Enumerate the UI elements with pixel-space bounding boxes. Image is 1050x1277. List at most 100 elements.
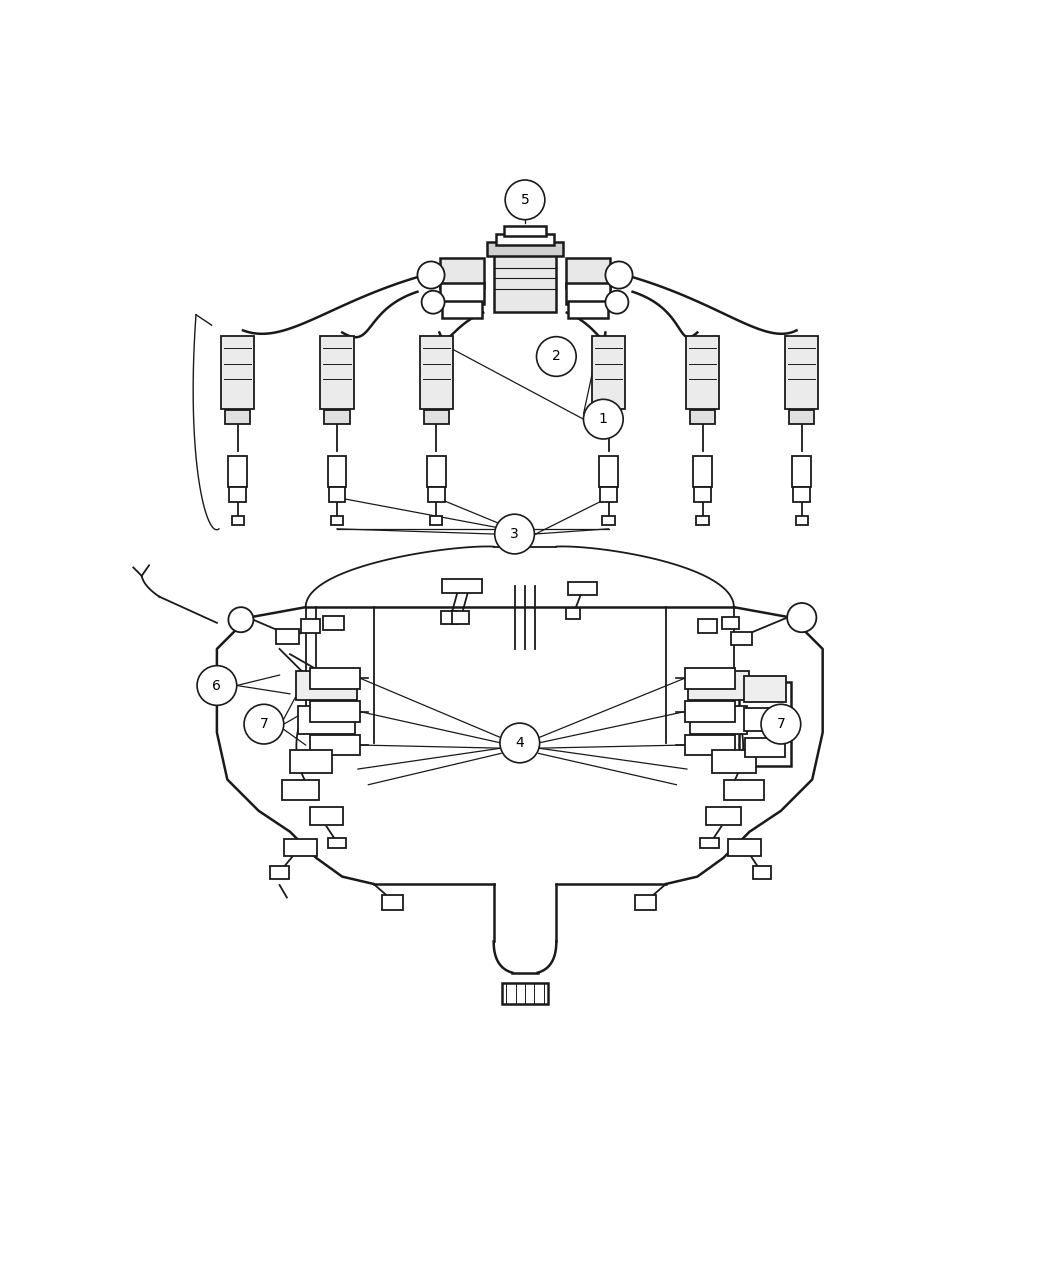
FancyBboxPatch shape <box>301 619 320 633</box>
FancyBboxPatch shape <box>452 612 468 624</box>
Circle shape <box>505 180 545 220</box>
FancyBboxPatch shape <box>494 254 556 312</box>
FancyBboxPatch shape <box>442 301 482 318</box>
FancyBboxPatch shape <box>441 612 458 624</box>
FancyBboxPatch shape <box>440 283 484 304</box>
FancyBboxPatch shape <box>728 839 761 856</box>
Text: 1: 1 <box>598 412 608 427</box>
Circle shape <box>788 603 817 632</box>
FancyBboxPatch shape <box>290 751 332 774</box>
FancyBboxPatch shape <box>739 682 792 766</box>
Circle shape <box>197 665 236 705</box>
FancyBboxPatch shape <box>790 410 815 424</box>
FancyBboxPatch shape <box>706 807 741 825</box>
FancyBboxPatch shape <box>427 487 444 502</box>
FancyBboxPatch shape <box>694 487 711 502</box>
FancyBboxPatch shape <box>331 516 343 525</box>
FancyBboxPatch shape <box>712 751 756 774</box>
FancyBboxPatch shape <box>310 734 360 756</box>
FancyBboxPatch shape <box>603 516 615 525</box>
Circle shape <box>761 705 801 744</box>
Circle shape <box>244 705 284 744</box>
FancyBboxPatch shape <box>690 706 747 733</box>
FancyBboxPatch shape <box>722 617 739 630</box>
FancyBboxPatch shape <box>324 410 350 424</box>
Text: 2: 2 <box>552 350 561 364</box>
FancyBboxPatch shape <box>420 336 453 409</box>
Text: 7: 7 <box>259 718 268 732</box>
FancyBboxPatch shape <box>566 283 610 304</box>
FancyBboxPatch shape <box>796 516 808 525</box>
FancyBboxPatch shape <box>502 983 548 1004</box>
FancyBboxPatch shape <box>424 410 448 424</box>
FancyBboxPatch shape <box>785 336 819 409</box>
FancyBboxPatch shape <box>382 895 403 911</box>
FancyBboxPatch shape <box>284 839 317 856</box>
FancyBboxPatch shape <box>690 410 715 424</box>
FancyBboxPatch shape <box>229 487 246 502</box>
Circle shape <box>495 515 534 554</box>
Circle shape <box>584 400 624 439</box>
FancyBboxPatch shape <box>793 456 812 487</box>
FancyBboxPatch shape <box>744 709 786 732</box>
FancyBboxPatch shape <box>310 807 343 825</box>
Circle shape <box>229 607 253 632</box>
FancyBboxPatch shape <box>487 241 563 257</box>
FancyBboxPatch shape <box>320 336 354 409</box>
FancyBboxPatch shape <box>698 619 717 633</box>
FancyBboxPatch shape <box>596 410 622 424</box>
FancyBboxPatch shape <box>568 301 608 318</box>
FancyBboxPatch shape <box>601 487 617 502</box>
Circle shape <box>418 262 444 289</box>
FancyBboxPatch shape <box>696 516 709 525</box>
Text: 4: 4 <box>516 736 524 750</box>
FancyBboxPatch shape <box>634 895 655 911</box>
FancyBboxPatch shape <box>281 779 319 801</box>
FancyBboxPatch shape <box>226 410 250 424</box>
Circle shape <box>606 262 632 289</box>
FancyBboxPatch shape <box>440 258 484 287</box>
Text: 7: 7 <box>777 718 785 732</box>
Text: 5: 5 <box>521 193 529 207</box>
FancyBboxPatch shape <box>700 838 719 848</box>
FancyBboxPatch shape <box>686 336 719 409</box>
Text: 6: 6 <box>212 678 222 692</box>
FancyBboxPatch shape <box>329 487 345 502</box>
FancyBboxPatch shape <box>731 632 752 645</box>
FancyBboxPatch shape <box>685 734 735 756</box>
FancyBboxPatch shape <box>744 676 786 701</box>
FancyBboxPatch shape <box>328 838 347 848</box>
Circle shape <box>422 291 444 314</box>
FancyBboxPatch shape <box>442 580 482 593</box>
FancyBboxPatch shape <box>504 226 546 236</box>
FancyBboxPatch shape <box>270 866 289 879</box>
FancyBboxPatch shape <box>298 706 355 733</box>
FancyBboxPatch shape <box>685 668 735 688</box>
FancyBboxPatch shape <box>222 336 254 409</box>
Text: 3: 3 <box>510 527 519 541</box>
FancyBboxPatch shape <box>429 516 442 525</box>
FancyBboxPatch shape <box>231 516 244 525</box>
FancyBboxPatch shape <box>568 581 597 595</box>
FancyBboxPatch shape <box>794 487 811 502</box>
FancyBboxPatch shape <box>323 616 344 630</box>
FancyBboxPatch shape <box>566 608 581 618</box>
Circle shape <box>606 291 628 314</box>
FancyBboxPatch shape <box>328 456 347 487</box>
Circle shape <box>500 723 540 762</box>
FancyBboxPatch shape <box>229 456 247 487</box>
FancyBboxPatch shape <box>566 258 610 287</box>
FancyBboxPatch shape <box>753 866 772 879</box>
FancyBboxPatch shape <box>592 336 625 409</box>
FancyBboxPatch shape <box>276 628 299 644</box>
Circle shape <box>537 337 576 377</box>
FancyBboxPatch shape <box>688 670 749 700</box>
FancyBboxPatch shape <box>600 456 618 487</box>
FancyBboxPatch shape <box>746 738 785 756</box>
FancyBboxPatch shape <box>310 668 360 688</box>
FancyBboxPatch shape <box>497 234 553 245</box>
FancyBboxPatch shape <box>296 670 357 700</box>
FancyBboxPatch shape <box>724 779 764 801</box>
FancyBboxPatch shape <box>426 456 445 487</box>
FancyBboxPatch shape <box>685 701 735 722</box>
